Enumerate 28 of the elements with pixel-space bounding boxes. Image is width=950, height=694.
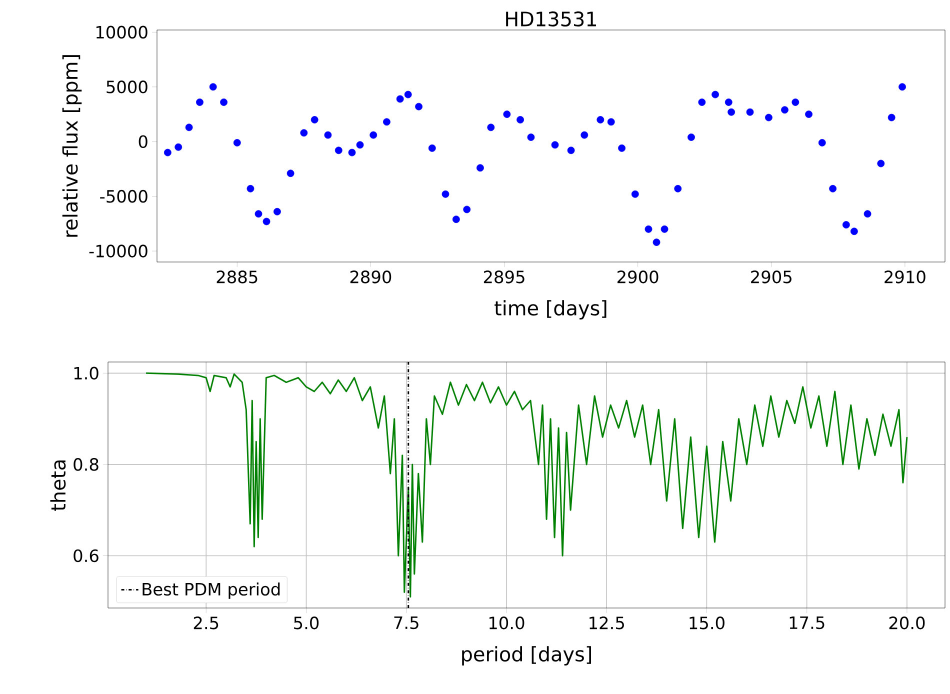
x-tick-label: 2900 [618, 270, 658, 284]
ref-line-label: Best PDM period [142, 582, 280, 599]
x-tick-label: 10.0 [489, 616, 524, 630]
y-tick-label: 0 [138, 135, 148, 148]
x-tick-label: 2910 [884, 270, 926, 284]
y-axis-title: relative flux [ppm] [62, 55, 82, 237]
y-tick-label: 5000 [106, 80, 148, 94]
x-tick-label: 2890 [350, 270, 392, 284]
x-tick-label: 15.0 [690, 616, 724, 630]
x-tick-label: 17.5 [790, 616, 824, 630]
y-tick-label: 10000 [96, 26, 148, 39]
y-tick-label: -10000 [89, 244, 148, 258]
x-axis-title: period [days] [462, 646, 591, 666]
chart-title: HD13531 [506, 11, 596, 26]
x-axis-title: time [days] [494, 300, 606, 320]
y-tick-label: 0.6 [74, 549, 98, 562]
x-tick-label: 20.0 [889, 616, 925, 630]
y-tick-label: 1.0 [74, 366, 98, 380]
x-tick-label: 2.5 [194, 616, 218, 630]
x-tick-label: 2885 [216, 270, 258, 284]
y-tick-label: 0.8 [74, 458, 98, 471]
x-tick-label: 12.5 [590, 616, 624, 630]
x-tick-label: 5.0 [294, 616, 319, 630]
x-tick-label: 2895 [484, 270, 524, 284]
y-axis-title: theta [50, 460, 66, 511]
x-tick-label: 2905 [751, 270, 792, 284]
x-tick-label: 7.5 [394, 616, 418, 630]
y-tick-label: -5000 [100, 190, 148, 203]
